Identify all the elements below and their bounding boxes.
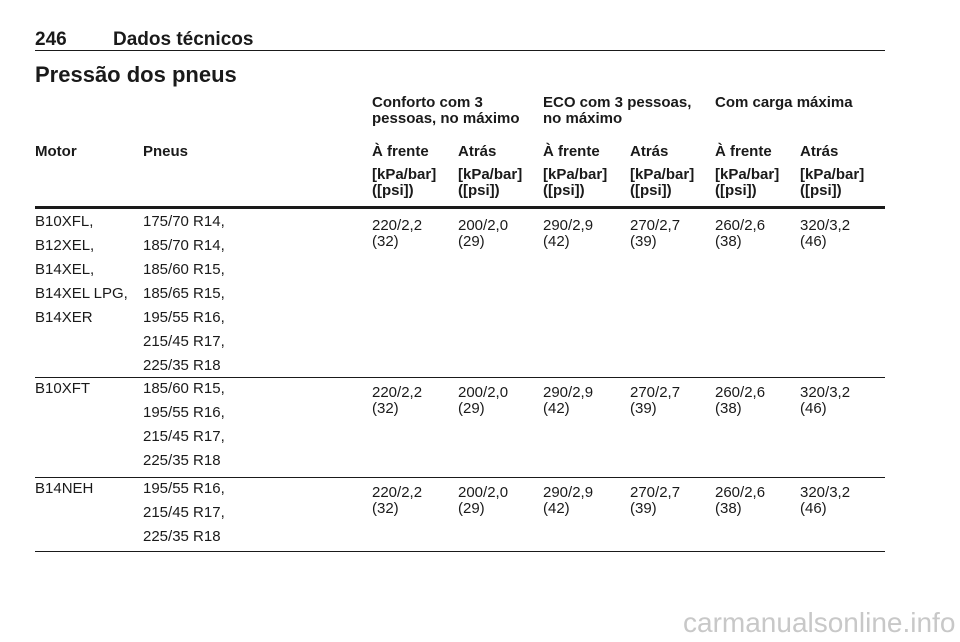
- pressure-psi: (46): [800, 500, 827, 517]
- pressure-psi: (42): [543, 233, 570, 250]
- pressure-psi: (39): [630, 400, 657, 417]
- header-rule-thick: [35, 206, 885, 209]
- column-header: À frente: [372, 143, 429, 160]
- group-header: Conforto com 3 pessoas, no máximo: [372, 94, 520, 127]
- pressure-psi: (38): [715, 233, 742, 250]
- unit-header: ([psi]): [715, 182, 757, 199]
- pressure: 290/2,9: [543, 217, 594, 234]
- unit-header: [kPa/bar]: [630, 166, 695, 183]
- pressure-psi: (32): [372, 500, 399, 517]
- pressure: 220/2,2: [372, 384, 423, 401]
- motor: B14XER: [35, 309, 93, 326]
- unit-header: ([psi]): [800, 182, 842, 199]
- pressure-psi: (38): [715, 400, 742, 417]
- pressure: 290/2,9: [543, 384, 594, 401]
- motor: B10XFT: [35, 380, 91, 397]
- pressure-psi: (32): [372, 233, 399, 250]
- row-rule: [35, 551, 885, 552]
- tire: 225/35 R18: [143, 357, 221, 374]
- tire: 215/45 R17,: [143, 504, 225, 521]
- tire: 195/55 R16,: [143, 480, 225, 497]
- pressure-psi: (46): [800, 400, 827, 417]
- motor: B14NEH: [35, 480, 94, 497]
- pressure: 260/2,6: [715, 484, 766, 501]
- pressure-psi: (39): [630, 233, 657, 250]
- pressure: 200/2,0: [458, 217, 509, 234]
- pressure: 270/2,7: [630, 384, 681, 401]
- motor: B14XEL,: [35, 261, 95, 278]
- column-header: Motor: [35, 143, 77, 160]
- tire: 215/45 R17,: [143, 428, 225, 445]
- column-header: Atrás: [630, 143, 669, 160]
- title: Pressão dos pneus: [35, 62, 237, 87]
- unit-header: [kPa/bar]: [543, 166, 608, 183]
- pressure-psi: (29): [458, 500, 485, 517]
- unit-header: ([psi]): [372, 182, 414, 199]
- pressure: 220/2,2: [372, 484, 423, 501]
- pressure: 290/2,9: [543, 484, 594, 501]
- pressure: 320/3,2: [800, 217, 851, 234]
- pressure: 200/2,0: [458, 384, 509, 401]
- unit-header: ([psi]): [458, 182, 500, 199]
- column-header: À frente: [715, 143, 772, 160]
- pressure: 270/2,7: [630, 484, 681, 501]
- pressure-psi: (29): [458, 233, 485, 250]
- tire: 175/70 R14,: [143, 213, 225, 230]
- tire: 215/45 R17,: [143, 333, 225, 350]
- column-header: Pneus: [143, 143, 189, 160]
- pressure-psi: (42): [543, 400, 570, 417]
- pressure-psi: (39): [630, 500, 657, 517]
- pressure: 260/2,6: [715, 217, 766, 234]
- tire: 195/55 R16,: [143, 309, 225, 326]
- header-rule: [35, 50, 885, 51]
- pressure: 200/2,0: [458, 484, 509, 501]
- group-header: Com carga máxima: [715, 94, 853, 111]
- pressure-psi: (29): [458, 400, 485, 417]
- pressure-psi: (42): [543, 500, 570, 517]
- pressure-psi: (32): [372, 400, 399, 417]
- row-rule: [35, 477, 885, 478]
- tire: 185/70 R14,: [143, 237, 225, 254]
- motor: B14XEL LPG,: [35, 285, 128, 302]
- pressure: 270/2,7: [630, 217, 681, 234]
- motor: B10XFL,: [35, 213, 94, 230]
- unit-header: [kPa/bar]: [715, 166, 780, 183]
- pressure-psi: (46): [800, 233, 827, 250]
- unit-header: [kPa/bar]: [372, 166, 437, 183]
- column-header: Atrás: [458, 143, 497, 160]
- pressure: 260/2,6: [715, 384, 766, 401]
- column-header: Atrás: [800, 143, 839, 160]
- pressure-psi: (38): [715, 500, 742, 517]
- unit-header: [kPa/bar]: [458, 166, 523, 183]
- page-number: 246: [35, 29, 67, 50]
- unit-header: ([psi]): [543, 182, 585, 199]
- pressure: 220/2,2: [372, 217, 423, 234]
- tire: 185/60 R15,: [143, 380, 225, 397]
- motor: B12XEL,: [35, 237, 95, 254]
- watermark: carmanualsonline.info: [683, 607, 956, 638]
- unit-header: ([psi]): [630, 182, 672, 199]
- pressure: 320/3,2: [800, 484, 851, 501]
- tire: 185/65 R15,: [143, 285, 225, 302]
- tire: 225/35 R18: [143, 528, 221, 545]
- tire: 225/35 R18: [143, 452, 221, 469]
- tire: 195/55 R16,: [143, 404, 225, 421]
- column-header: À frente: [543, 143, 600, 160]
- section-title: Dados técnicos: [113, 29, 254, 50]
- row-rule: [35, 377, 885, 378]
- unit-header: [kPa/bar]: [800, 166, 865, 183]
- group-header: ECO com 3 pessoas, no máximo: [543, 94, 692, 127]
- pressure: 320/3,2: [800, 384, 851, 401]
- tire: 185/60 R15,: [143, 261, 225, 278]
